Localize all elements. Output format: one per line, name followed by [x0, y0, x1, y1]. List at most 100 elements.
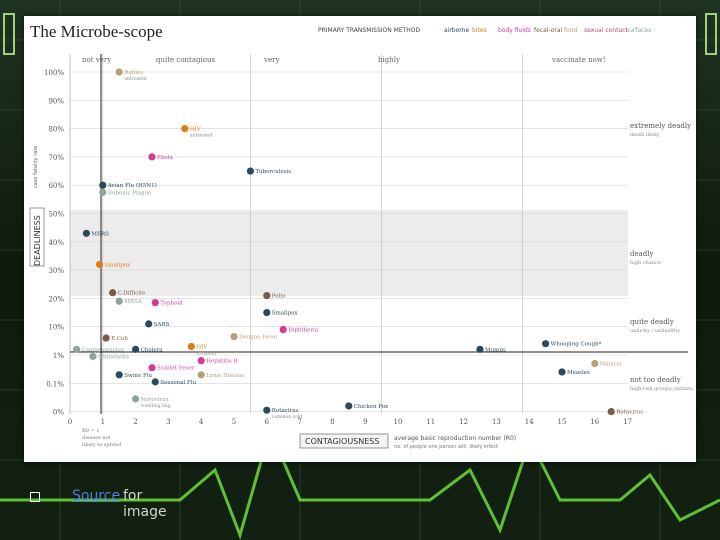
- data-point-label: Rabies: [124, 70, 143, 76]
- y-tick-label: 10%: [48, 324, 64, 332]
- data-point-label: Norovirus: [141, 397, 169, 403]
- data-point-label: Rotavirus: [272, 408, 299, 414]
- data-point: [558, 368, 566, 376]
- x-tick-label: 3: [166, 418, 170, 426]
- data-point: [95, 260, 104, 269]
- transmission-legend: PRIMARY TRANSMISSION METHOD airborne bite…: [318, 27, 651, 34]
- x-tick-label: 5: [232, 418, 236, 426]
- legend-item: bites: [472, 27, 487, 34]
- data-point-label: E.Coli: [111, 336, 128, 342]
- data-point-label: C.Difficile: [118, 291, 145, 297]
- data-point: [72, 345, 81, 353]
- data-point-label: MERS: [91, 231, 109, 237]
- top-category-label: not very: [82, 56, 111, 64]
- data-point-label: Measles: [567, 370, 590, 376]
- data-point-sublabel: common cold: [272, 414, 302, 420]
- data-point: [263, 308, 271, 317]
- data-point-label: Swine Flu: [124, 373, 152, 379]
- x-tick-label: 4: [199, 418, 204, 426]
- data-point-label: Tuberculosis: [255, 169, 291, 175]
- r0-note-line: likely to spread: [82, 442, 122, 448]
- data-point-label: Rotavirus: [616, 410, 643, 416]
- data-point: [82, 229, 90, 237]
- data-point: [197, 371, 205, 379]
- right-category-sub: high chance: [630, 260, 661, 266]
- data-point: [151, 299, 159, 307]
- y-tick-label: 90%: [48, 97, 64, 105]
- deadly-band: [70, 210, 628, 296]
- data-point-label: Mumps: [485, 347, 506, 353]
- data-point: [246, 167, 254, 175]
- y-tick-label: 60%: [48, 182, 64, 190]
- chart-card: The Microbe-scope PRIMARY TRANSMISSION M…: [24, 16, 696, 462]
- data-point: [263, 406, 271, 414]
- data-point-label: Hepatitis B: [206, 359, 237, 365]
- x-tick-label: 8: [330, 418, 334, 426]
- right-category-sub: death likely: [630, 132, 660, 138]
- right-category-title: not too deadly: [630, 376, 681, 384]
- x-tick-label: 17: [623, 418, 632, 426]
- data-point-label: Polio: [272, 294, 286, 300]
- x-tick-label: 6: [265, 418, 270, 426]
- legend-item: fecal-oral: [534, 27, 563, 34]
- data-point: [109, 289, 117, 297]
- right-category-title: quite deadly: [630, 318, 674, 326]
- x-tick-label: 1: [101, 418, 105, 426]
- microbe-scope-chart: The Microbe-scope PRIMARY TRANSMISSION M…: [29, 22, 696, 450]
- legend-item: food: [564, 27, 577, 34]
- data-point: [591, 359, 599, 368]
- data-point: [132, 345, 140, 353]
- x-tick-label: 9: [363, 418, 367, 426]
- x-tick-label: 10: [394, 418, 403, 426]
- data-point: [115, 297, 123, 305]
- source-link[interactable]: Source: [72, 488, 121, 504]
- data-point-label: Avian Flu (H5N1): [107, 182, 157, 189]
- data-point-label: Bubonic Plague: [108, 190, 152, 196]
- x-tick-label: 15: [558, 418, 567, 426]
- data-point: [279, 325, 287, 334]
- right-categories: extremely deadly death likely deadly high c…: [630, 122, 696, 392]
- x-tick-label: 11: [426, 418, 435, 426]
- data-point-label: Ebola: [157, 155, 174, 161]
- data-points: RabiesuntreatedHIVuntreatedEbolaTubercul…: [72, 68, 643, 420]
- data-point-label: Dengue Fever: [239, 335, 278, 341]
- heartbeat-line: [0, 425, 720, 540]
- y-tick-label: 100%: [44, 69, 64, 77]
- data-point: [197, 357, 205, 365]
- data-point: [187, 342, 195, 351]
- data-point: [99, 188, 107, 196]
- data-point: [476, 345, 484, 353]
- data-point-label: Typhoid: [160, 301, 183, 307]
- x-tick-label: 16: [590, 418, 599, 426]
- y-tick-label: 70%: [48, 154, 64, 162]
- data-point-sublabel: untreated: [124, 76, 147, 82]
- y-tick-label: 30%: [48, 267, 64, 275]
- right-category-sub: unlucky / unhealthy: [630, 328, 680, 334]
- data-point-label: HIV: [196, 345, 208, 351]
- r0-note-line: disease not: [82, 435, 111, 441]
- y-axis-label-box: [29, 207, 45, 267]
- right-category-sub: high-risk groups (infants, the aged): [630, 385, 696, 392]
- x-axis-label-box: [299, 433, 389, 449]
- data-point: [230, 333, 238, 341]
- y-axis-ticks: 100% 90% 80% 70% 60% 50% 40% 30% 20% 10% 1% 0.1% 0%: [44, 69, 64, 417]
- data-point: [345, 402, 353, 410]
- top-category-label: very: [263, 56, 279, 64]
- data-point-label: SARS: [154, 322, 170, 328]
- right-category-title: deadly: [630, 250, 654, 258]
- data-point: [115, 68, 123, 76]
- data-point-sublabel: (treated): [196, 350, 216, 357]
- data-point: [151, 378, 159, 386]
- x-axis-ticks: 0 1 2 3 4 5 6 7 8 9 10 11 12 13 14 15 16 17: [68, 418, 632, 426]
- data-point-label: Seasonal Flu: [160, 380, 196, 386]
- data-point-label: Whooping Cough*: [551, 342, 602, 348]
- x-tick-label: 0: [68, 418, 72, 426]
- data-point-label: Smallpox: [272, 311, 299, 317]
- data-point: [607, 408, 615, 416]
- data-point-label: Salmonella: [98, 354, 130, 360]
- r0-note-line: R0 = 1: [82, 428, 100, 434]
- legend-item: body fluids: [498, 27, 531, 34]
- data-point-label: Chicken Pox: [354, 404, 389, 410]
- data-point: [148, 364, 156, 372]
- data-point: [99, 181, 107, 189]
